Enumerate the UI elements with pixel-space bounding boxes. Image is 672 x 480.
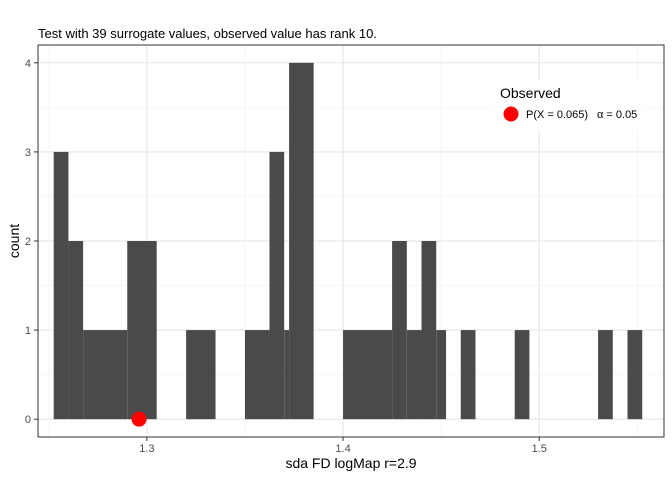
x-tick-label: 1.4 [335, 443, 350, 455]
y-tick-label: 1 [25, 325, 31, 337]
histogram-bar [186, 330, 216, 420]
y-axis-ticks: 0 1 2 3 4 [25, 58, 38, 426]
histogram-bar [269, 151, 285, 420]
histogram-bar [421, 241, 437, 420]
chart-title: Test with 39 surrogate values, observed … [38, 26, 377, 41]
y-axis-title: count [6, 224, 22, 258]
observed-points [131, 411, 147, 427]
histogram-bar [406, 330, 422, 420]
x-tick-label: 1.5 [532, 443, 547, 455]
x-axis-title: sda FD logMap r=2.9 [285, 455, 416, 471]
histogram-bar [598, 330, 613, 420]
histogram-bar [244, 330, 270, 420]
y-tick-label: 0 [25, 414, 31, 426]
x-tick-label: 1.3 [139, 443, 154, 455]
histogram-bar [514, 330, 530, 420]
histogram-bars [53, 62, 643, 420]
histogram-bar [343, 330, 393, 420]
histogram-bar [68, 241, 84, 420]
histogram-bar [127, 241, 157, 420]
y-tick-label: 2 [25, 236, 31, 248]
histogram-bar [53, 151, 69, 420]
legend-background [494, 80, 642, 130]
histogram-bar [392, 241, 407, 420]
y-tick-label: 4 [25, 58, 31, 70]
legend-title: Observed [500, 85, 561, 101]
histogram-bar [289, 62, 314, 420]
histogram-bar [436, 330, 447, 420]
observed-value-point [131, 411, 147, 427]
legend: Observed P(X = 0.065) α = 0.05 [494, 80, 642, 130]
x-axis-ticks: 1.3 1.4 1.5 [139, 437, 547, 455]
y-tick-label: 3 [25, 147, 31, 159]
legend-label-probability: P(X = 0.065) [526, 109, 588, 121]
legend-key-observed-point [503, 106, 519, 122]
histogram-bar [627, 330, 643, 420]
histogram-bar [284, 330, 290, 420]
histogram-bar [460, 330, 476, 420]
legend-label-alpha: α = 0.05 [597, 109, 637, 121]
histogram-bar [83, 330, 128, 420]
